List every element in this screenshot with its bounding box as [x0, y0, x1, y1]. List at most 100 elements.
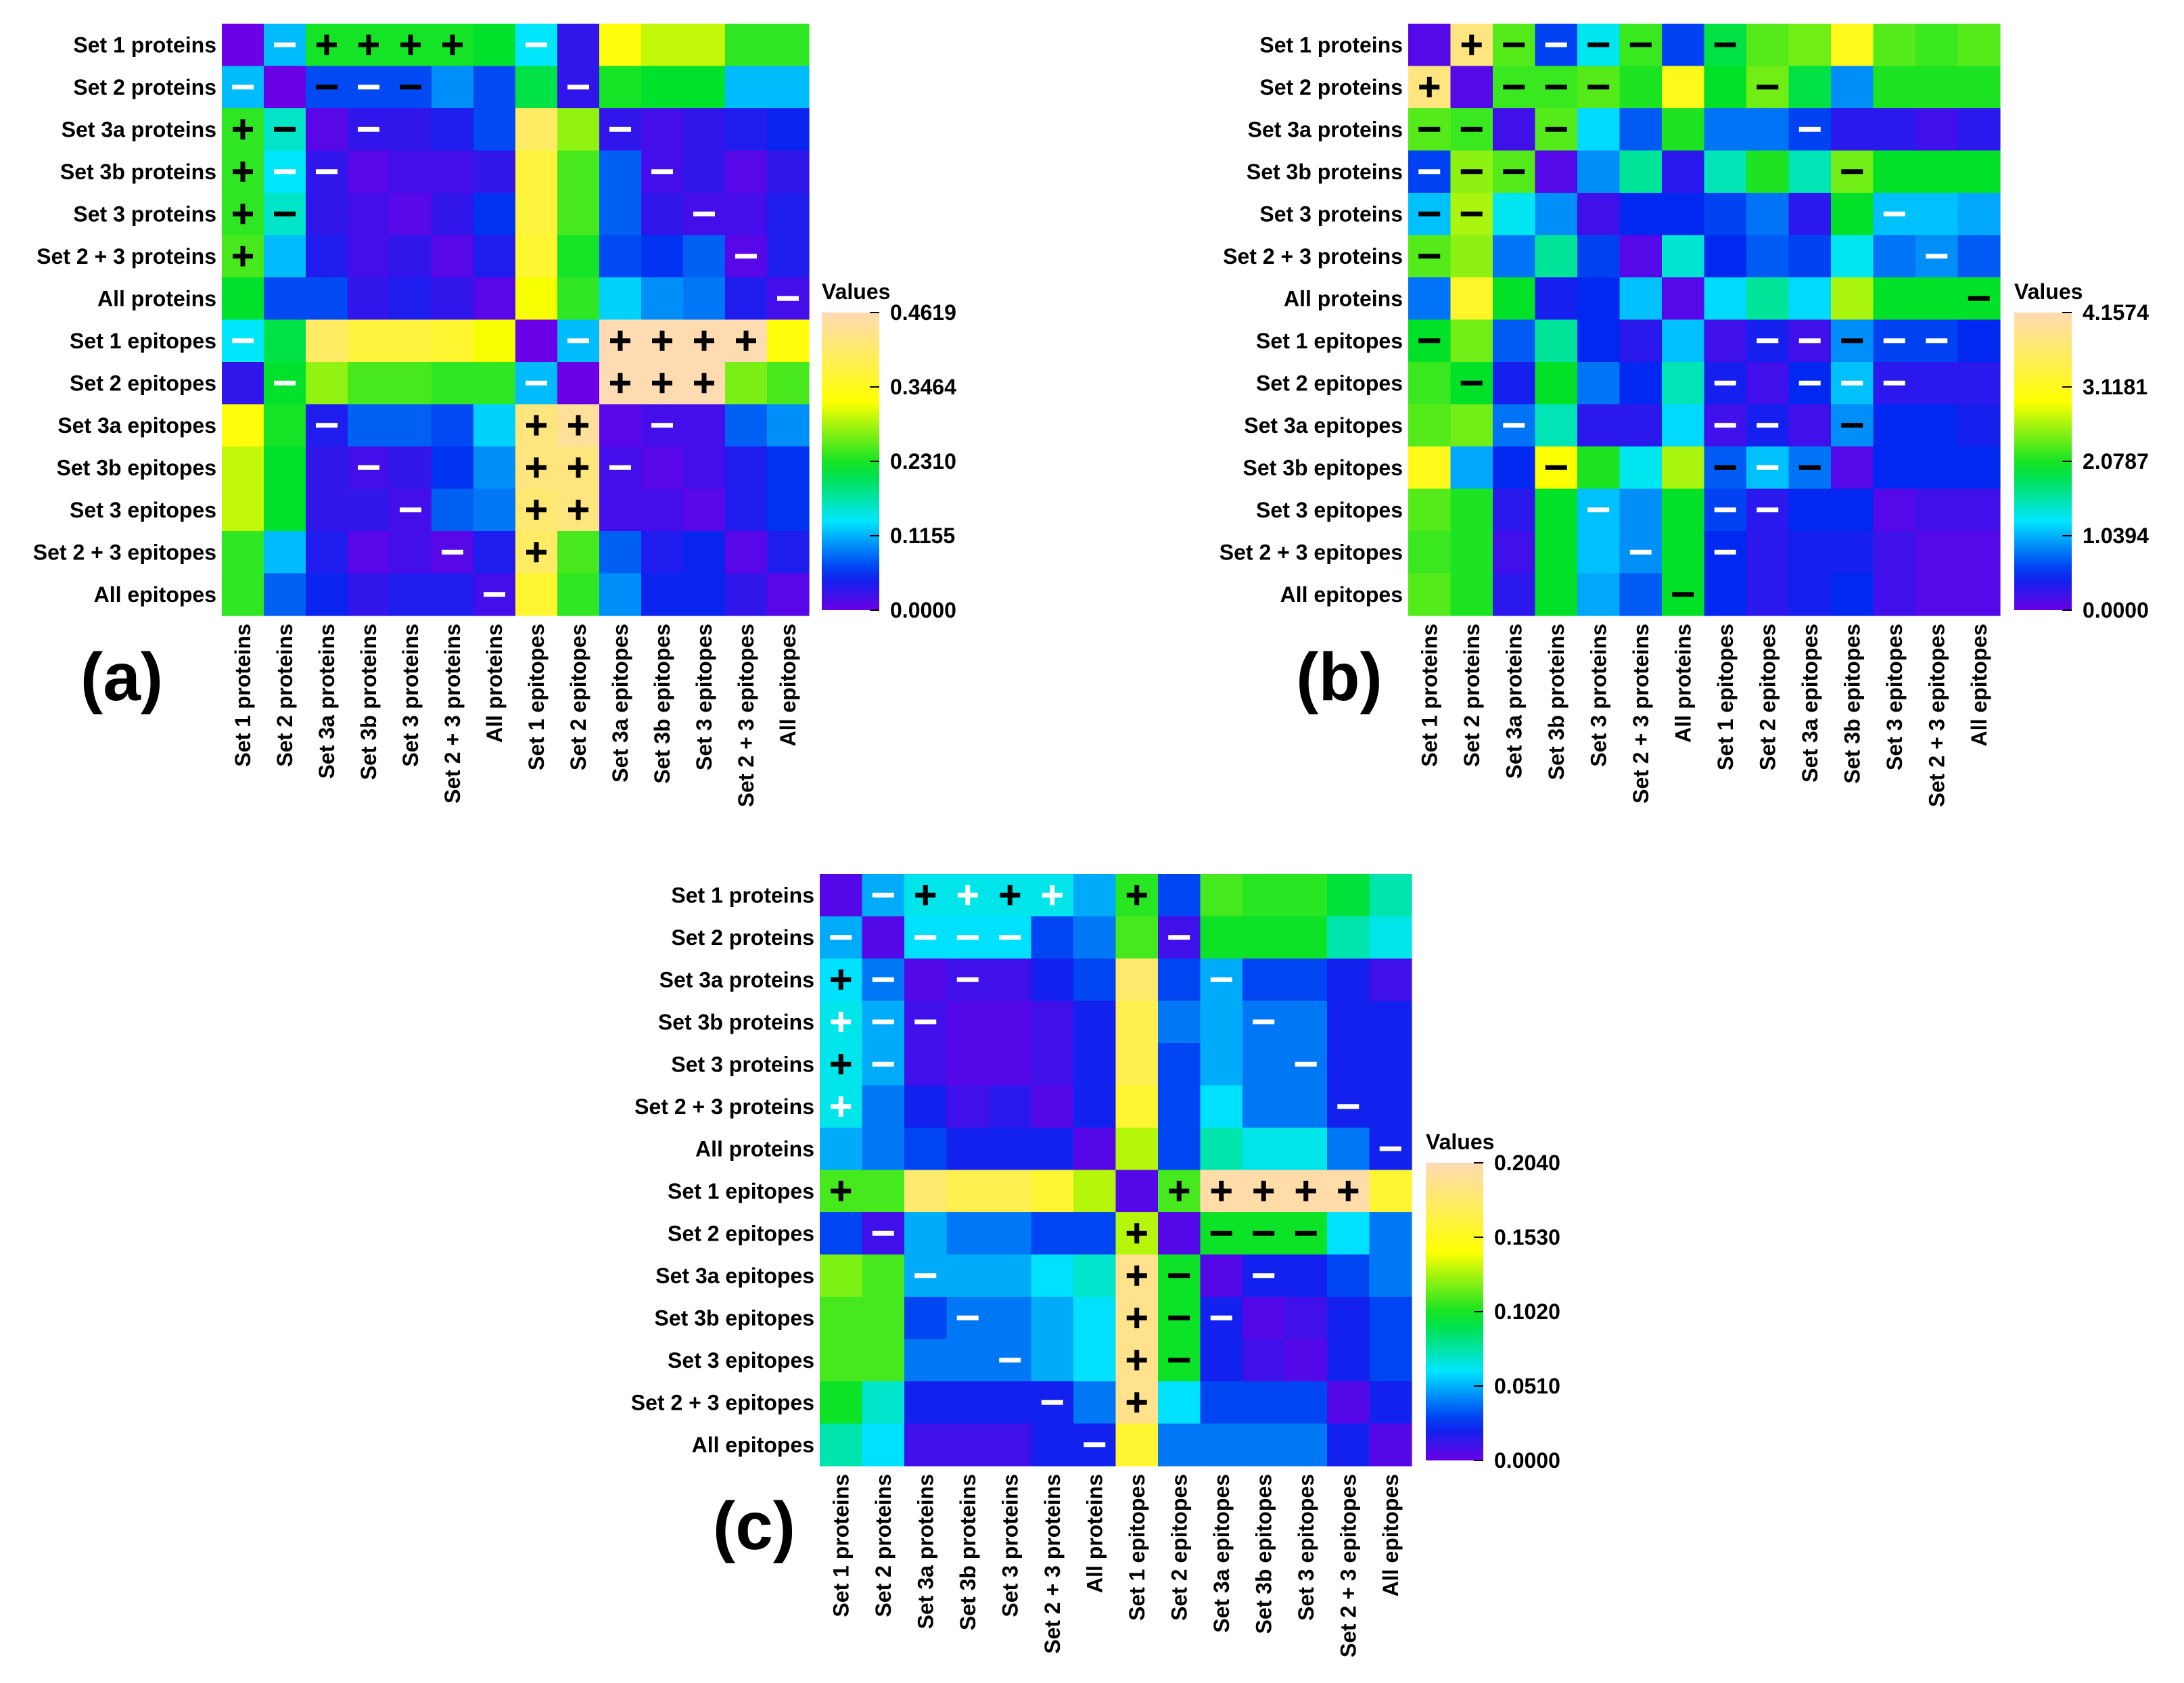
- row-label: Set 3a proteins: [62, 117, 216, 141]
- heatmap-cell: [473, 531, 516, 574]
- colorbar-tick-label: 0.4619: [890, 300, 956, 325]
- heatmap-cell: [306, 446, 348, 490]
- heatmap-cell: [1115, 959, 1159, 1002]
- colorbar-tick-label: 0.1020: [1494, 1299, 1560, 1324]
- column-label: Set 3b epitopes: [1840, 624, 1864, 784]
- heatmap-cell: [222, 362, 264, 405]
- heatmap-cell: [1662, 108, 1705, 152]
- heatmap-cell: [1873, 108, 1916, 152]
- heatmap-cell: [1619, 66, 1663, 109]
- column-label: Set 3a epitopes: [1209, 1474, 1234, 1633]
- heatmap-cell: [1915, 66, 1959, 109]
- heatmap-cell: [1704, 150, 1747, 193]
- heatmap-cell: [1535, 193, 1578, 236]
- heatmap-cell: [1369, 1170, 1412, 1213]
- heatmap-cell: [1327, 1423, 1370, 1467]
- row-label: Set 1 epitopes: [668, 1179, 814, 1203]
- heatmap-cell: [348, 277, 390, 321]
- heatmap-cell: [1284, 916, 1328, 959]
- heatmap-cell: [683, 488, 726, 532]
- heatmap-cell: [390, 193, 432, 236]
- heatmap-cell: [432, 362, 474, 405]
- plus-marker: [1211, 1180, 1232, 1201]
- heatmap-panel-3: Set 1 proteins Set 2 proteins Set 3a prote…: [631, 874, 1560, 1657]
- heatmap-cell: [557, 108, 600, 152]
- heatmap-cell: [1704, 66, 1747, 109]
- row-label: Set 3a proteins: [659, 967, 814, 992]
- row-label: Set 3b epitopes: [1243, 455, 1403, 480]
- heatmap-cell: [989, 1254, 1032, 1297]
- colorbar-tick-label: 2.0787: [2083, 449, 2149, 474]
- heatmap-cell: [1831, 108, 1874, 152]
- row-label: Set 3 epitopes: [70, 498, 216, 522]
- heatmap-cell: [390, 277, 432, 321]
- row-label: Set 2 proteins: [1259, 75, 1403, 99]
- heatmap-cell: [599, 404, 642, 447]
- heatmap-cell: [222, 404, 264, 447]
- row-label: Set 3 epitopes: [668, 1348, 814, 1373]
- heatmap-cell: [473, 404, 516, 447]
- heatmap-cell: [1662, 277, 1705, 321]
- heatmap-cell: [683, 446, 726, 490]
- heatmap-cell: [264, 66, 306, 109]
- row-label: Set 1 epitopes: [70, 329, 216, 353]
- heatmap-cell: [1369, 874, 1412, 917]
- row-label: All proteins: [1284, 286, 1403, 310]
- plus-marker: [1126, 1223, 1147, 1244]
- heatmap-cell: [1200, 1128, 1243, 1171]
- row-label: Set 2 epitopes: [1256, 371, 1403, 395]
- heatmap-cell: [1073, 1381, 1117, 1425]
- heatmap-cell: [1242, 959, 1286, 1002]
- heatmap-cell: [1284, 1423, 1328, 1467]
- heatmap-cell: [1831, 573, 1874, 616]
- heatmap-cell: [264, 235, 306, 278]
- heatmap-cell: [222, 24, 264, 67]
- heatmap-cell: [1115, 1043, 1159, 1086]
- heatmap-cell: [1200, 874, 1243, 917]
- heatmap-cell: [1493, 235, 1536, 278]
- heatmap-cell: [1073, 1128, 1117, 1171]
- heatmap-cell: [473, 488, 516, 532]
- heatmap-cell: [1577, 362, 1621, 405]
- heatmap-cell: [1831, 531, 1874, 574]
- heatmap-cell: [946, 1128, 990, 1171]
- heatmap-cell: [1746, 24, 1790, 67]
- heatmap-cell: [1073, 1254, 1117, 1297]
- colorbar-tick-label: 0.1155: [890, 524, 955, 548]
- heatmap-cell: [473, 319, 516, 363]
- row-label: Set 3b proteins: [60, 160, 216, 184]
- column-label: Set 3 proteins: [998, 1474, 1022, 1617]
- heatmap-cell: [1158, 1212, 1201, 1255]
- heatmap-cell: [1873, 404, 1916, 447]
- heatmap-cell: [1704, 573, 1747, 616]
- heatmap-cell: [1408, 446, 1451, 490]
- heatmap-cell: [432, 108, 474, 152]
- panel-label: (b): [1296, 639, 1383, 715]
- plus-marker: [400, 34, 421, 55]
- heatmap-cell: [432, 573, 474, 616]
- heatmap-cell: [1200, 916, 1243, 959]
- column-label: Set 3 proteins: [398, 624, 423, 767]
- heatmap-cell: [390, 404, 432, 447]
- heatmap-cell: [1662, 446, 1705, 490]
- heatmap-cell: [348, 404, 390, 447]
- plus-marker: [1169, 1180, 1190, 1201]
- row-label: Set 2 + 3 epitopes: [1219, 540, 1403, 564]
- heatmap-cell: [1746, 362, 1790, 405]
- heatmap-cell: [1242, 1043, 1286, 1086]
- heatmap-cell: [641, 488, 684, 532]
- heatmap-cell: [1200, 1085, 1243, 1128]
- heatmap-cell: [1158, 1128, 1201, 1171]
- heatmap-cell: [1831, 277, 1874, 321]
- heatmap-cell: [1073, 1212, 1117, 1255]
- heatmap-cell: [1662, 24, 1705, 67]
- heatmap-cell: [1619, 319, 1663, 363]
- row-label: Set 3b proteins: [658, 1010, 814, 1034]
- heatmap-cell: [306, 235, 348, 278]
- heatmap-cell: [904, 1297, 948, 1340]
- heatmap-cell: [348, 573, 390, 616]
- heatmap-cell: [1327, 1381, 1370, 1425]
- heatmap-cell: [862, 1254, 905, 1297]
- heatmap-cell: [1450, 235, 1493, 278]
- heatmap-cell: [862, 916, 905, 959]
